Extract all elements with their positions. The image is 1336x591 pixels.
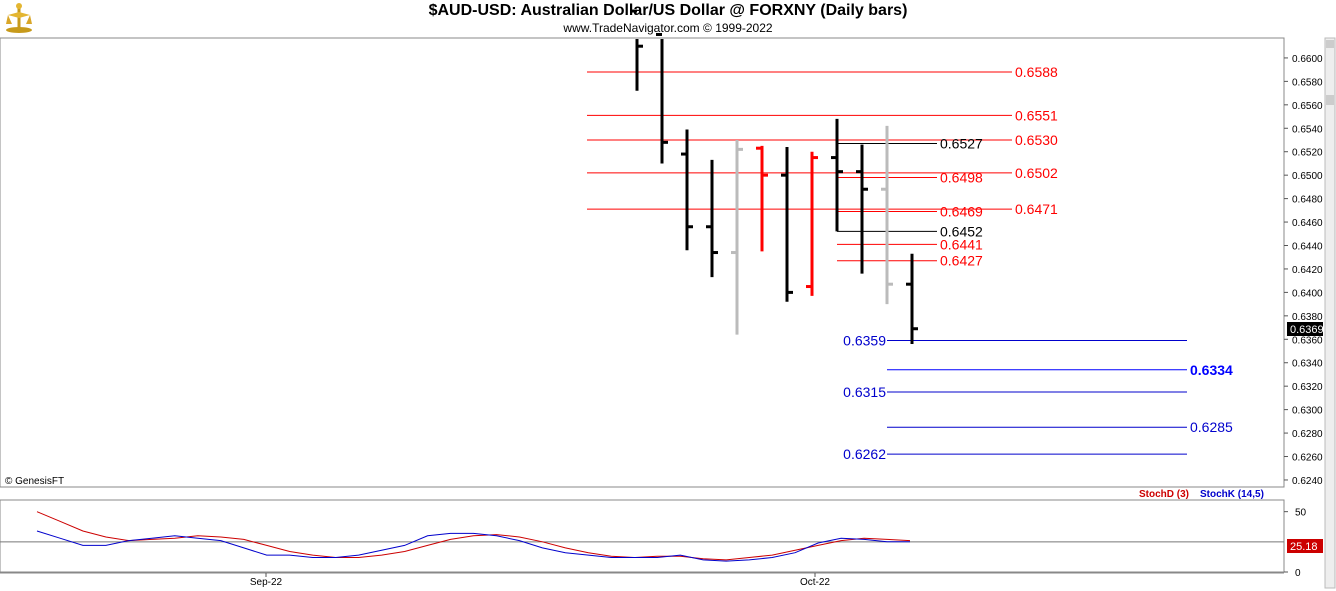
price-tick-label: 0.6320 <box>1292 382 1323 393</box>
level-label: 0.6285 <box>1190 419 1233 435</box>
stoch-tick-label: 0 <box>1295 568 1301 579</box>
price-tick-label: 0.6500 <box>1292 171 1323 182</box>
legend-stochd: StochD (3) <box>1139 489 1189 500</box>
price-tick-label: 0.6360 <box>1292 335 1323 346</box>
price-axis: 0.6600 0.6580 0.6560 0.6540 0.6520 0.6500 0.64… <box>1284 54 1323 487</box>
level-label: 0.6334 <box>1190 362 1233 378</box>
ohlc-bar <box>681 129 693 251</box>
watermark: © GenesisFT <box>5 476 64 487</box>
ohlc-bars <box>631 9 918 344</box>
stoch-tick-label: 50 <box>1295 508 1307 519</box>
scroll-thumb[interactable] <box>1326 95 1334 105</box>
last-price-label: 0.6369 <box>1290 324 1324 336</box>
level-label: 0.6452 <box>940 223 983 239</box>
x-axis: Sep-22 Oct-22 <box>250 573 830 588</box>
level-label: 0.6527 <box>940 136 983 152</box>
price-panel <box>0 37 1285 488</box>
chart-title: $AUD-USD: Australian Dollar/US Dollar @ … <box>428 2 908 19</box>
vertical-scrollbar[interactable] <box>1324 37 1336 589</box>
ohlc-bar <box>756 145 768 252</box>
stoch-series-line <box>36 530 910 562</box>
ohlc-bar <box>856 144 868 274</box>
price-tick-label: 0.6400 <box>1292 288 1323 299</box>
level-label: 0.6502 <box>1015 165 1058 181</box>
chart-header: $AUD-USD: Australian Dollar/US Dollar @ … <box>0 0 1336 38</box>
x-tick-label: Sep-22 <box>250 577 283 588</box>
price-tick-label: 0.6280 <box>1292 429 1323 440</box>
stoch-last-box <box>1287 539 1323 553</box>
level-label: 0.6498 <box>940 170 983 186</box>
stoch-series-line <box>36 511 911 561</box>
price-tick-label: 0.6480 <box>1292 195 1323 206</box>
trade-navigator-logo <box>6 3 32 33</box>
x-tick-label: Oct-22 <box>800 577 830 588</box>
price-tick-label: 0.6580 <box>1292 77 1323 88</box>
support-resistance-levels: 0.6588 0.6551 0.6530 0.6527 0.6502 0.6498 0.64… <box>587 64 1233 462</box>
level-label: 0.6530 <box>1015 132 1058 148</box>
scroll-up-button[interactable] <box>1326 40 1334 48</box>
level-label: 0.6471 <box>1015 201 1058 217</box>
level-label: 0.6441 <box>940 236 983 252</box>
ohlc-bar <box>906 253 918 344</box>
stochastic-axis: 50 0 <box>1284 508 1307 579</box>
price-tick-label: 0.6300 <box>1292 406 1323 417</box>
level-label: 0.6588 <box>1015 64 1058 80</box>
price-tick-label: 0.6240 <box>1292 476 1323 487</box>
ohlc-bar <box>806 151 818 296</box>
price-tick-label: 0.6340 <box>1292 359 1323 370</box>
ohlc-bar <box>706 159 718 278</box>
chart-subtitle: www.TradeNavigator.com © 1999-2022 <box>563 21 773 35</box>
price-tick-label: 0.6520 <box>1292 148 1323 159</box>
legend-stochk: StochK (14,5) <box>1200 489 1264 500</box>
level-label: 0.6551 <box>1015 107 1058 123</box>
price-tick-label: 0.6460 <box>1292 218 1323 229</box>
level-label: 0.6359 <box>843 332 886 348</box>
price-tick-label: 0.6600 <box>1292 54 1323 65</box>
stochastic-panel <box>0 499 1285 573</box>
last-price-box <box>1287 322 1323 336</box>
level-label: 0.6262 <box>843 446 886 462</box>
ohlc-bar <box>731 139 743 335</box>
price-tick-label: 0.6540 <box>1292 124 1323 135</box>
price-tick-label: 0.6440 <box>1292 242 1323 253</box>
ohlc-bar <box>881 125 893 305</box>
level-label: 0.6427 <box>940 253 983 269</box>
ohlc-bar <box>656 32 668 164</box>
stoch-last-label: 25.18 <box>1290 541 1318 553</box>
price-tick-label: 0.6560 <box>1292 101 1323 112</box>
ohlc-bar <box>781 147 793 302</box>
stochastic-lines <box>0 511 1284 562</box>
level-label: 0.6315 <box>843 384 886 400</box>
price-tick-label: 0.6380 <box>1292 312 1323 323</box>
price-tick-label: 0.6260 <box>1292 453 1323 464</box>
ohlc-bar <box>831 118 843 232</box>
ohlc-bar <box>631 9 643 91</box>
level-label: 0.6469 <box>940 204 983 220</box>
price-tick-label: 0.6420 <box>1292 265 1323 276</box>
